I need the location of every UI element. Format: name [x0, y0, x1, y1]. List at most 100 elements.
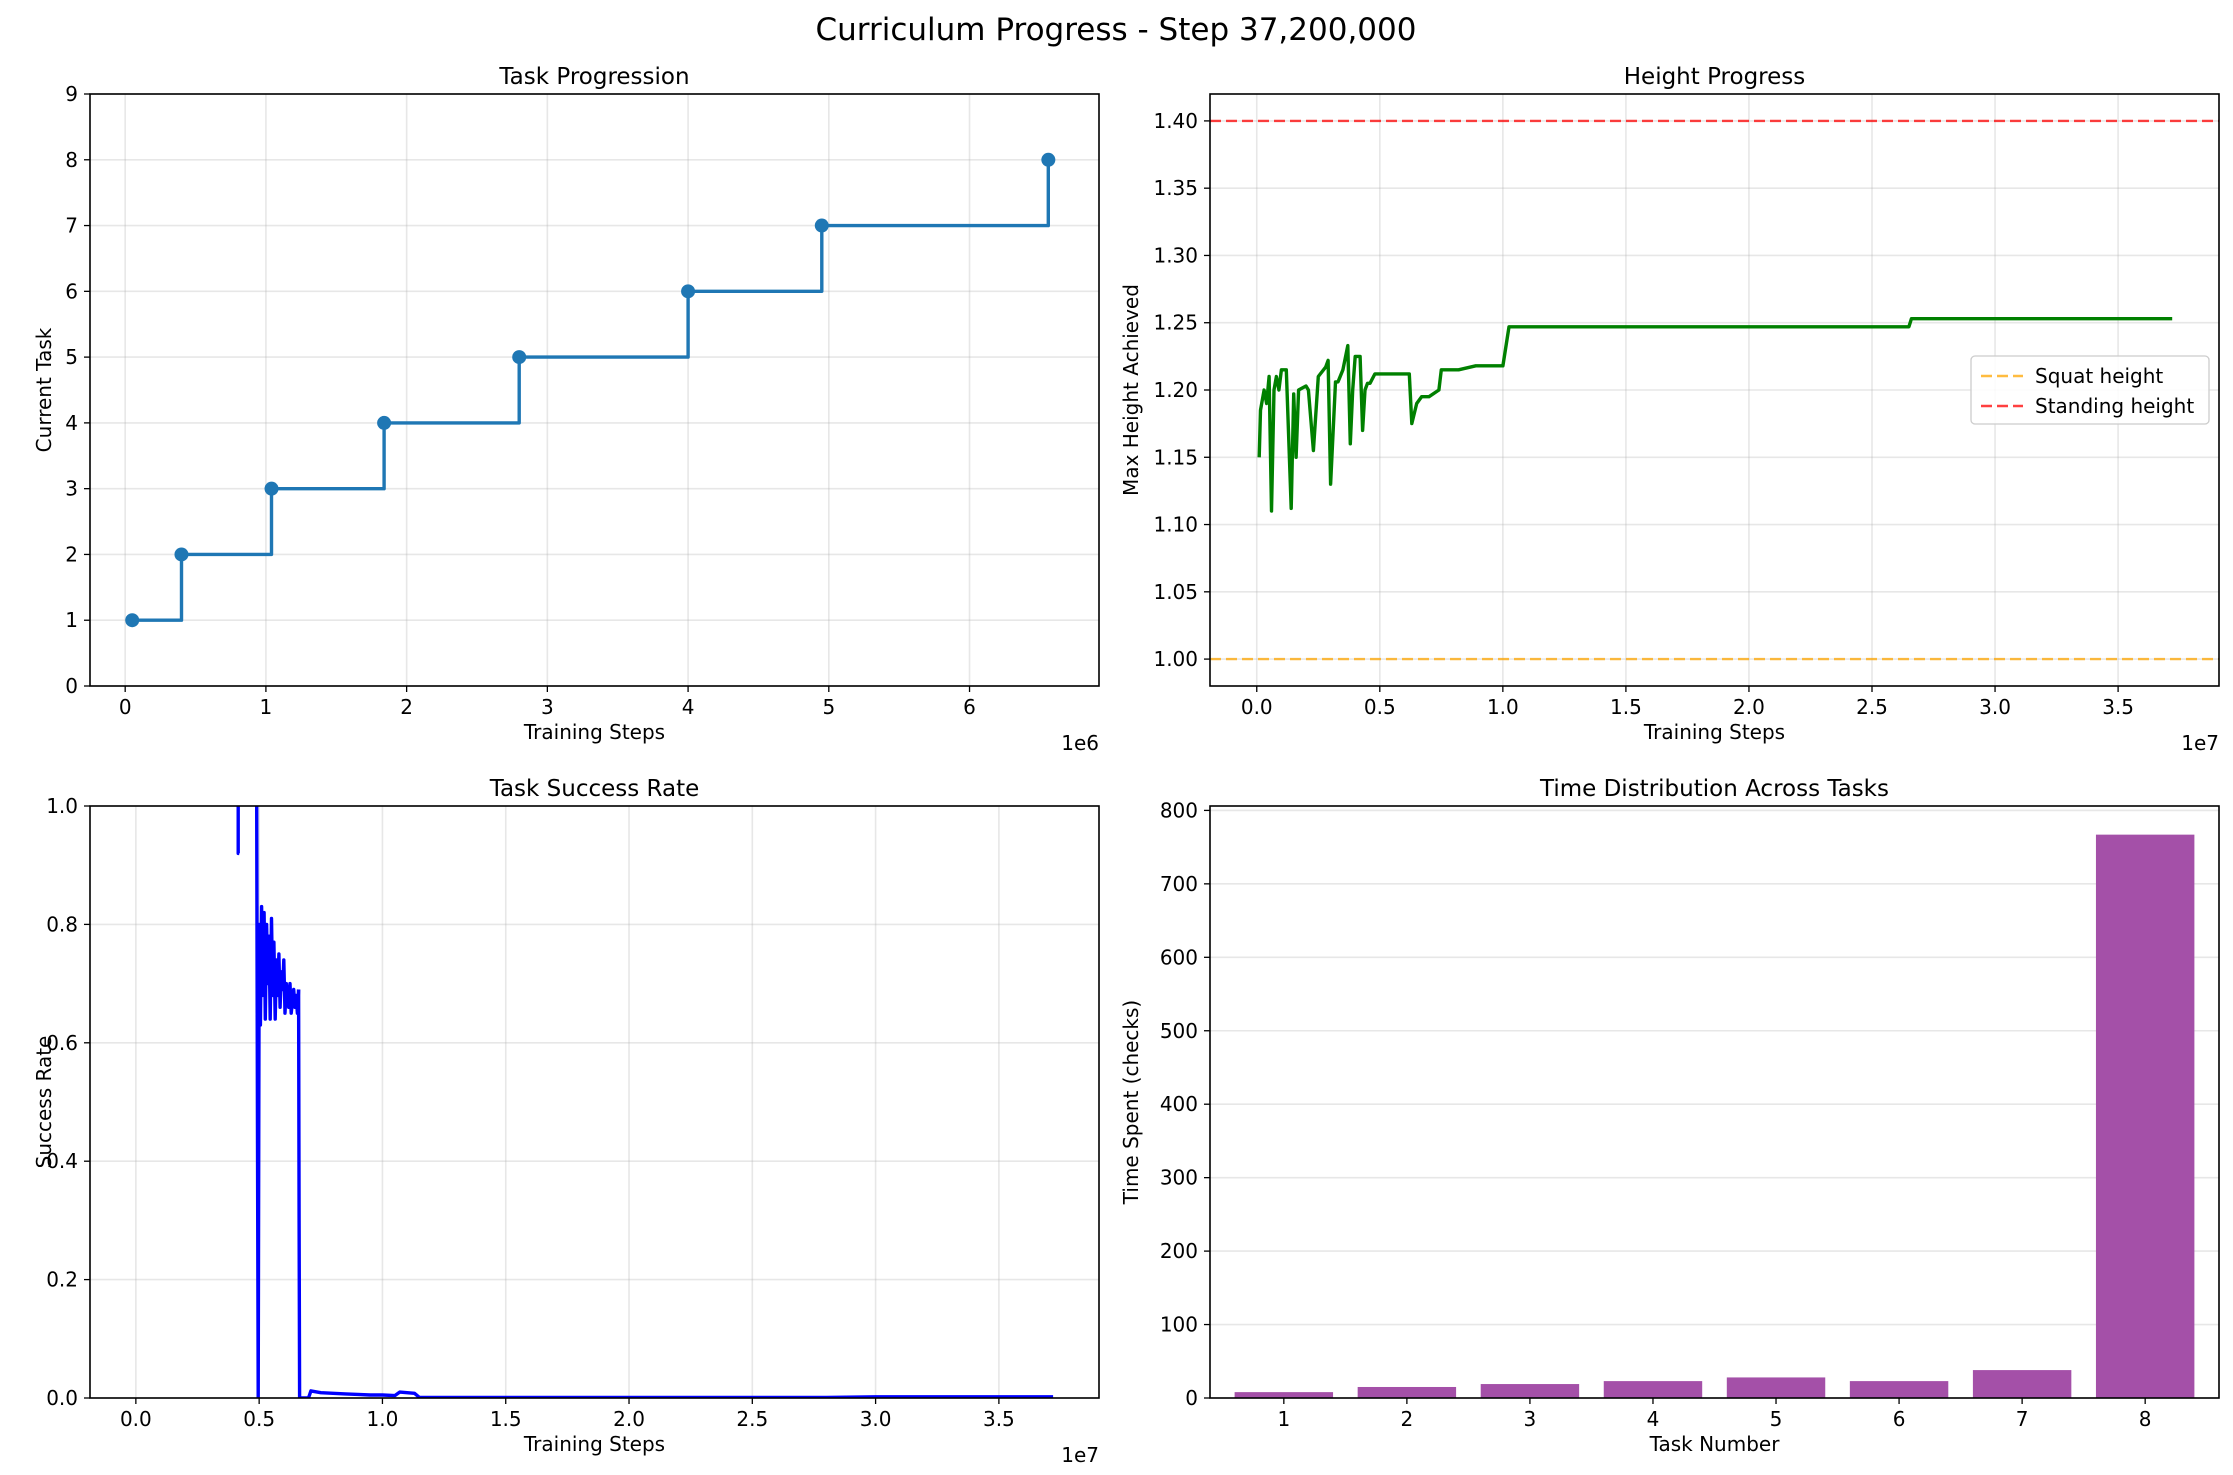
y-tick-label: 0.0 [46, 1386, 78, 1410]
y-tick-label: 1.15 [1153, 445, 1198, 469]
series-line [236, 806, 240, 856]
data-point [264, 481, 279, 496]
x-tick-label: 2.5 [1856, 695, 1888, 719]
y-tick-label: 8 [65, 148, 78, 172]
x-tick-label: 6 [1893, 1407, 1906, 1431]
x-axis-label: Training Steps [523, 1432, 665, 1456]
x-tick-label: 0 [119, 695, 132, 719]
x-axis-label: Training Steps [523, 720, 665, 744]
y-tick-label: 500 [1160, 1019, 1198, 1043]
chart-4: 1 2 3 4 5 6 7 8 0 100 200 300 400 500 600 700 800 Time Di… [1119, 776, 2220, 1456]
x-tick-label: 7 [2016, 1407, 2029, 1431]
chart-3: 0.0 0.5 1.0 1.5 2.0 2.5 3.0 3.5 1e7 0.0 0.2 0.4 0.6 0… [32, 776, 1100, 1467]
x-tick-label: 6 [963, 695, 976, 719]
y-tick-label: 200 [1160, 1239, 1198, 1263]
x-axis-label: Training Steps [1643, 720, 1785, 744]
bar-task-1 [1234, 1392, 1334, 1398]
x-tick-label: 1 [260, 695, 273, 719]
y-tick-label: 0 [1185, 1386, 1198, 1410]
series-line [1257, 317, 2173, 513]
x-tick-label: 2.0 [613, 1407, 645, 1431]
y-tick-label: 0 [65, 674, 78, 698]
y-axis-label: Success Rate [32, 1036, 56, 1169]
plot-frame [89, 805, 1100, 1399]
x-tick-label: 3 [1524, 1407, 1537, 1431]
legend-label: Standing height [2035, 394, 2194, 418]
y-tick-label: 1.30 [1153, 243, 1198, 267]
y-tick-label: 5 [65, 345, 78, 369]
y-tick-label: 6 [65, 279, 78, 303]
x-tick-label: 3 [541, 695, 554, 719]
data-point [814, 218, 829, 233]
y-axis-label: Current Task [32, 327, 56, 452]
y-tick-label: 100 [1160, 1313, 1198, 1337]
plot-frame [1209, 805, 2220, 1399]
y-axis-label: Time Spent (checks) [1119, 1000, 1143, 1205]
plot-frame [1209, 93, 2220, 687]
y-tick-label: 700 [1160, 872, 1198, 896]
x-tick-label: 8 [2139, 1407, 2152, 1431]
x-tick-label: 4 [1647, 1407, 1660, 1431]
x-tick-label: 3.5 [983, 1407, 1015, 1431]
y-tick-label: 1 [65, 608, 78, 632]
bar-task-7 [1972, 1370, 2072, 1398]
y-tick-label: 1.0 [46, 794, 78, 818]
y-tick-label: 0.8 [46, 912, 78, 936]
bar-task-8 [2095, 834, 2195, 1398]
y-tick-label: 0.6 [46, 1031, 78, 1055]
x-tick-label: 1.0 [367, 1407, 399, 1431]
x-tick-label: 5 [1770, 1407, 1783, 1431]
chart-title: Height Progress [1624, 64, 1806, 90]
legend-box [1970, 355, 2210, 425]
y-tick-label: 0.4 [46, 1149, 78, 1173]
x-tick-label: 3.0 [860, 1407, 892, 1431]
x-tick-label: 0.0 [1241, 695, 1273, 719]
y-tick-label: 800 [1160, 798, 1198, 822]
x-tick-label: 2 [1401, 1407, 1414, 1431]
data-point [174, 547, 189, 562]
x-tick-label: 4 [682, 695, 695, 719]
y-tick-label: 2 [65, 542, 78, 566]
x-tick-label: 2.5 [736, 1407, 768, 1431]
chart-title: Task Success Rate [489, 776, 700, 802]
data-point [512, 350, 527, 365]
x-tick-label: 0.0 [120, 1407, 152, 1431]
series-line [255, 806, 301, 1398]
x-tick-label: 2 [400, 695, 413, 719]
y-tick-label: 4 [65, 411, 78, 435]
x-tick-label: 1 [1277, 1407, 1290, 1431]
bar-task-3 [1480, 1384, 1580, 1398]
y-tick-label: 7 [65, 214, 78, 238]
y-tick-label: 1.40 [1153, 109, 1198, 133]
x-tick-label: 1.5 [490, 1407, 522, 1431]
x-tick-label: 5 [822, 695, 835, 719]
y-tick-label: 0.2 [46, 1268, 78, 1292]
y-tick-label: 1.05 [1153, 580, 1198, 604]
series-line [296, 989, 1054, 1398]
legend-label: Squat height [2035, 364, 2163, 388]
plot-frame [89, 93, 1100, 687]
data-point [377, 415, 392, 430]
y-tick-label: 300 [1160, 1166, 1198, 1190]
y-tick-label: 1.25 [1153, 311, 1198, 335]
x-offset-label: 1e6 [1061, 731, 1099, 755]
bar-task-6 [1849, 1381, 1949, 1398]
x-tick-label: 1.5 [1610, 695, 1642, 719]
legend: Squat height Standing height [1970, 355, 2210, 425]
data-point [125, 613, 140, 628]
series-line [132, 159, 1050, 622]
x-offset-label: 1e7 [1061, 1443, 1099, 1467]
x-offset-label: 1e7 [2181, 731, 2219, 755]
y-axis-label: Max Height Achieved [1119, 284, 1143, 496]
y-tick-label: 600 [1160, 945, 1198, 969]
x-axis-label: Task Number [1649, 1432, 1781, 1456]
y-tick-label: 1.10 [1153, 513, 1198, 537]
x-tick-label: 0.5 [1364, 695, 1396, 719]
x-tick-label: 3.0 [1979, 695, 2011, 719]
y-tick-label: 400 [1160, 1092, 1198, 1116]
data-point [681, 284, 696, 299]
y-tick-label: 3 [65, 477, 78, 501]
x-tick-label: 0.5 [243, 1407, 275, 1431]
data-point [1041, 152, 1056, 167]
